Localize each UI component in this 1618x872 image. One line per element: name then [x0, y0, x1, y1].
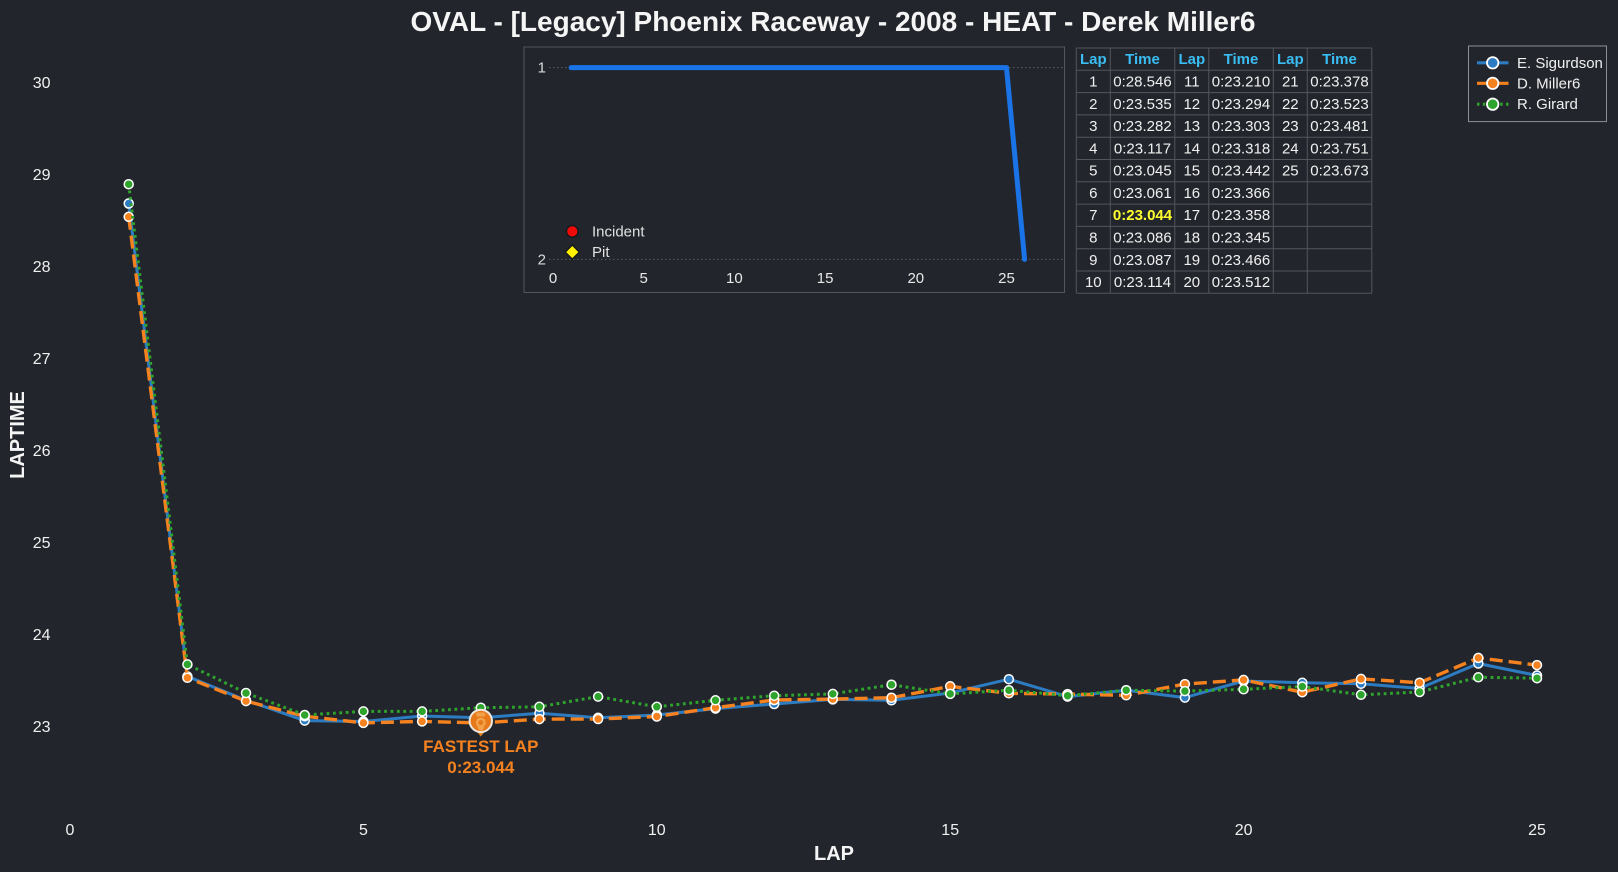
svg-text:9: 9 — [1089, 252, 1097, 269]
svg-text:13: 13 — [1183, 118, 1200, 135]
svg-text:2: 2 — [1089, 96, 1097, 113]
svg-text:Time: Time — [1224, 51, 1259, 68]
svg-text:0:23.086: 0:23.086 — [1113, 230, 1171, 247]
svg-text:27: 27 — [33, 351, 51, 368]
svg-text:Lap: Lap — [1277, 51, 1304, 68]
svg-text:0:23.523: 0:23.523 — [1310, 96, 1368, 113]
svg-text:10: 10 — [1085, 274, 1102, 291]
svg-text:0: 0 — [549, 270, 557, 287]
svg-text:23: 23 — [1282, 118, 1299, 135]
svg-text:0:23.061: 0:23.061 — [1113, 185, 1171, 202]
svg-text:6: 6 — [1089, 185, 1097, 202]
svg-text:Time: Time — [1125, 51, 1160, 68]
svg-text:4: 4 — [1089, 140, 1097, 157]
svg-text:0:23.087: 0:23.087 — [1113, 252, 1171, 269]
svg-text:24: 24 — [33, 627, 51, 644]
svg-text:25: 25 — [33, 535, 51, 552]
svg-text:0:23.378: 0:23.378 — [1310, 74, 1368, 91]
svg-text:25: 25 — [1528, 822, 1546, 839]
svg-text:E. Sigurdson: E. Sigurdson — [1517, 55, 1603, 72]
svg-text:0:23.294: 0:23.294 — [1212, 96, 1270, 113]
svg-text:0:23.318: 0:23.318 — [1212, 140, 1270, 157]
svg-text:22: 22 — [1282, 96, 1299, 113]
svg-text:0:23.114: 0:23.114 — [1114, 274, 1171, 291]
svg-text:3: 3 — [1089, 118, 1097, 135]
svg-text:0:23.512: 0:23.512 — [1212, 274, 1270, 291]
svg-text:15: 15 — [941, 822, 959, 839]
svg-text:24: 24 — [1282, 140, 1299, 157]
svg-text:5: 5 — [359, 822, 368, 839]
svg-text:Time: Time — [1322, 51, 1357, 68]
svg-text:28: 28 — [33, 259, 51, 276]
svg-text:0:23.044: 0:23.044 — [1113, 207, 1173, 224]
svg-text:25: 25 — [1282, 163, 1299, 180]
svg-text:0:23.466: 0:23.466 — [1212, 252, 1270, 269]
svg-text:18: 18 — [1183, 230, 1200, 247]
svg-text:1: 1 — [1089, 74, 1097, 91]
svg-text:8: 8 — [1089, 230, 1097, 247]
svg-text:0:23.282: 0:23.282 — [1113, 118, 1171, 135]
svg-text:0:23.673: 0:23.673 — [1310, 163, 1368, 180]
svg-text:0:23.751: 0:23.751 — [1310, 140, 1368, 157]
svg-text:5: 5 — [1089, 163, 1097, 180]
svg-text:14: 14 — [1183, 140, 1200, 157]
svg-text:25: 25 — [998, 270, 1015, 287]
svg-text:Lap: Lap — [1178, 51, 1205, 68]
svg-text:0:23.535: 0:23.535 — [1113, 96, 1171, 113]
svg-text:2: 2 — [538, 251, 546, 268]
svg-text:0:23.045: 0:23.045 — [1113, 163, 1171, 180]
svg-text:19: 19 — [1183, 252, 1200, 269]
svg-text:5: 5 — [640, 270, 648, 287]
svg-text:0:23.345: 0:23.345 — [1212, 230, 1270, 247]
svg-text:0: 0 — [66, 822, 75, 839]
svg-text:7: 7 — [1089, 207, 1097, 224]
svg-text:10: 10 — [648, 822, 666, 839]
svg-text:15: 15 — [817, 270, 834, 287]
svg-text:0:28.546: 0:28.546 — [1113, 74, 1171, 91]
svg-text:23: 23 — [33, 719, 51, 736]
svg-text:0:23.442: 0:23.442 — [1212, 163, 1270, 180]
svg-text:29: 29 — [33, 167, 51, 184]
svg-text:Incident: Incident — [592, 223, 645, 240]
svg-text:R. Girard: R. Girard — [1517, 96, 1578, 113]
svg-text:20: 20 — [1183, 274, 1200, 291]
svg-text:26: 26 — [33, 443, 51, 460]
svg-text:0:23.117: 0:23.117 — [1114, 140, 1171, 157]
svg-text:17: 17 — [1183, 207, 1200, 224]
svg-text:D. Miller6: D. Miller6 — [1517, 75, 1580, 92]
svg-text:16: 16 — [1183, 185, 1200, 202]
svg-text:20: 20 — [907, 270, 924, 287]
svg-text:LAPTIME: LAPTIME — [7, 391, 29, 479]
svg-text:10: 10 — [726, 270, 743, 287]
svg-text:LAP: LAP — [814, 843, 854, 865]
svg-text:20: 20 — [1235, 822, 1253, 839]
svg-text:0:23.044: 0:23.044 — [447, 758, 515, 777]
svg-text:15: 15 — [1183, 163, 1200, 180]
svg-text:11: 11 — [1184, 74, 1200, 91]
svg-text:0:23.366: 0:23.366 — [1212, 185, 1270, 202]
svg-text:12: 12 — [1183, 96, 1200, 113]
svg-text:0:23.303: 0:23.303 — [1212, 118, 1270, 135]
svg-text:0:23.358: 0:23.358 — [1212, 207, 1270, 224]
svg-text:Pit: Pit — [592, 244, 610, 261]
svg-text:FASTEST LAP: FASTEST LAP — [423, 737, 538, 756]
svg-text:0:23.481: 0:23.481 — [1310, 118, 1368, 135]
svg-text:Lap: Lap — [1080, 51, 1107, 68]
svg-text:1: 1 — [538, 60, 546, 77]
svg-text:30: 30 — [33, 75, 51, 92]
svg-text:21: 21 — [1282, 74, 1299, 91]
svg-text:OVAL - [Legacy] Phoenix Racewa: OVAL - [Legacy] Phoenix Raceway - 2008 -… — [411, 6, 1256, 37]
svg-text:0:23.210: 0:23.210 — [1212, 74, 1270, 91]
